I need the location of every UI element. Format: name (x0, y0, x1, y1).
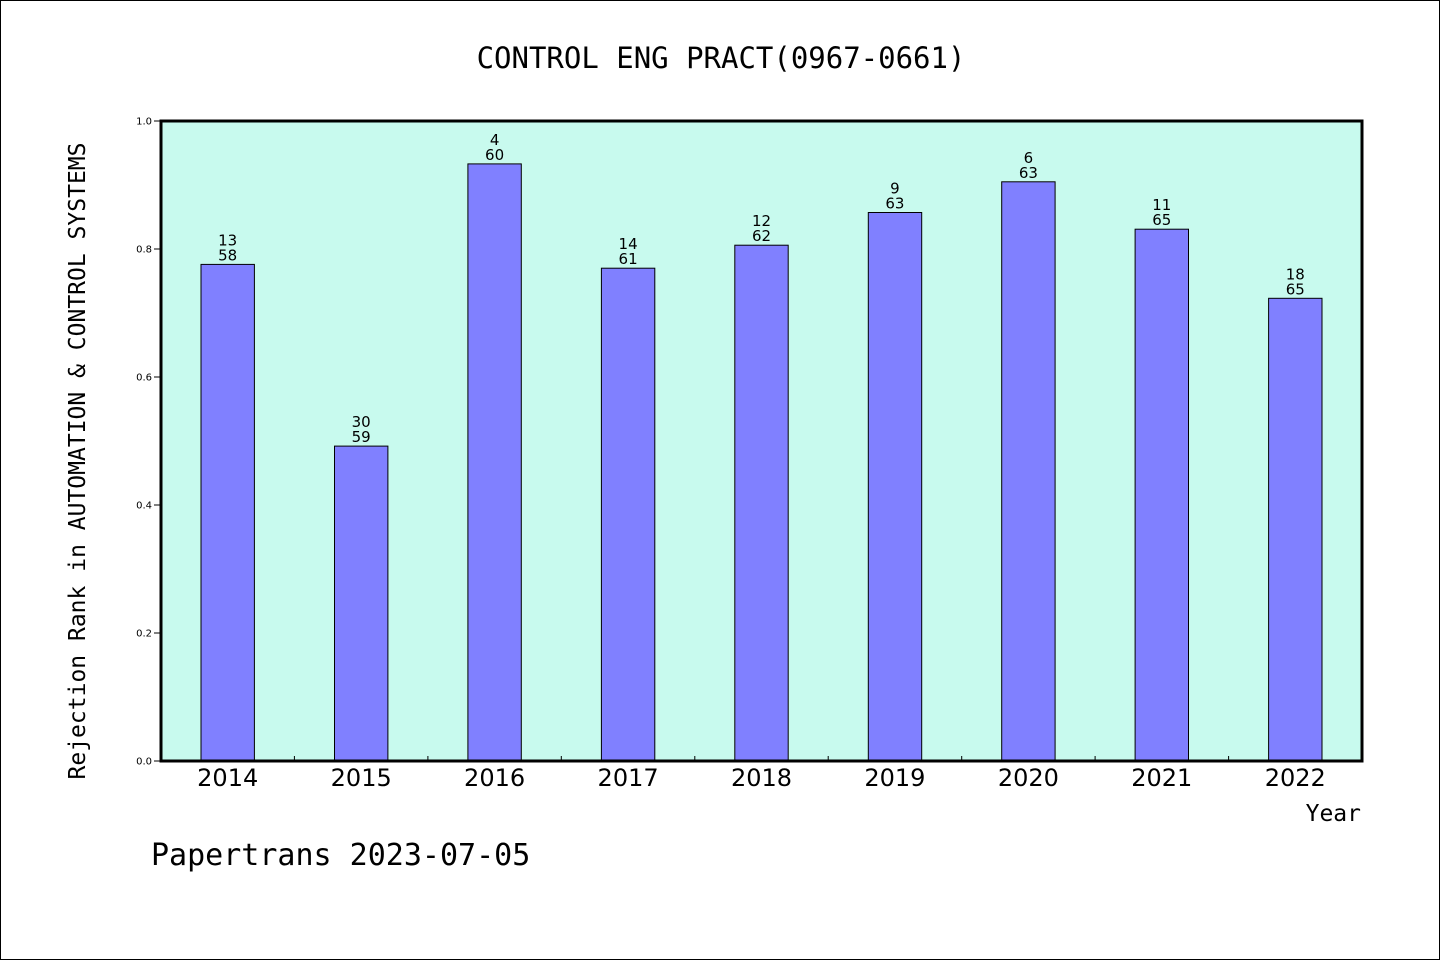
chart-title: CONTROL ENG PRACT(0967-0661) (477, 41, 966, 75)
bar-total-label-2018: 62 (752, 227, 771, 245)
x-tick-label-2014: 2014 (197, 764, 258, 792)
x-axis-title: Year (1306, 801, 1361, 827)
y-tick-label-0.4: 0.4 (136, 501, 152, 512)
bar-total-label-2015: 59 (352, 428, 371, 446)
bar-2018 (734, 244, 789, 762)
bar-2020 (1001, 181, 1056, 762)
x-tick-label-2018: 2018 (731, 764, 792, 792)
bar-total-label-2021: 65 (1152, 211, 1171, 229)
y-tick-label-0.8: 0.8 (136, 245, 152, 256)
bar-2019 (867, 212, 923, 762)
x-tick-label-2015: 2015 (331, 764, 392, 792)
x-tick-label-2021: 2021 (1131, 764, 1192, 792)
axis-ticks-layer: 2014 2015 2016 2017 2018 2019 2020 2021 2022 0.0 0… (136, 117, 1326, 793)
bar-rank-label-2015: 30 (352, 413, 371, 431)
bar-2021 (1134, 228, 1189, 762)
bar-rank-label-2016: 4 (490, 131, 500, 149)
x-tick-label-2022: 2022 (1265, 764, 1326, 792)
y-tick-label-0.0: 0.0 (136, 757, 152, 768)
y-tick-label-0.2: 0.2 (136, 629, 152, 640)
bar-total-label-2019: 63 (885, 195, 904, 213)
bar-rank-label-2021: 11 (1152, 196, 1171, 214)
bar-total-label-2014: 58 (218, 246, 237, 264)
x-tick-label-2017: 2017 (598, 764, 659, 792)
bars-layer (200, 163, 1323, 762)
y-tick-label-0.6: 0.6 (136, 373, 152, 384)
bar-rank-label-2017: 14 (619, 235, 638, 253)
bar-2015 (334, 445, 389, 762)
bar-2016 (467, 163, 522, 762)
bar-2017 (600, 267, 656, 762)
bar-total-label-2016: 60 (485, 146, 504, 164)
y-tick-label-1.0: 1.0 (136, 117, 152, 128)
bar-rank-label-2014: 13 (218, 231, 237, 249)
x-tick-label-2020: 2020 (998, 764, 1059, 792)
x-tick-label-2016: 2016 (464, 764, 525, 792)
x-tick-label-2019: 2019 (864, 764, 925, 792)
credit-text: Papertrans 2023-07-05 (151, 838, 530, 873)
bar-2022 (1268, 297, 1323, 762)
bar-total-label-2022: 65 (1286, 280, 1305, 298)
plot-border (159, 119, 1364, 763)
y-axis-title: Rejection Rank in AUTOMATION & CONTROL S… (65, 143, 91, 780)
bar-rank-label-2019: 9 (890, 180, 900, 198)
bar-rank-label-2020: 6 (1024, 149, 1034, 167)
bar-total-label-2020: 63 (1019, 164, 1038, 182)
bar-2014 (200, 263, 255, 762)
bar-rank-label-2018: 12 (752, 212, 771, 230)
bar-total-label-2017: 61 (619, 250, 638, 268)
bar-rank-label-2022: 18 (1286, 265, 1305, 283)
